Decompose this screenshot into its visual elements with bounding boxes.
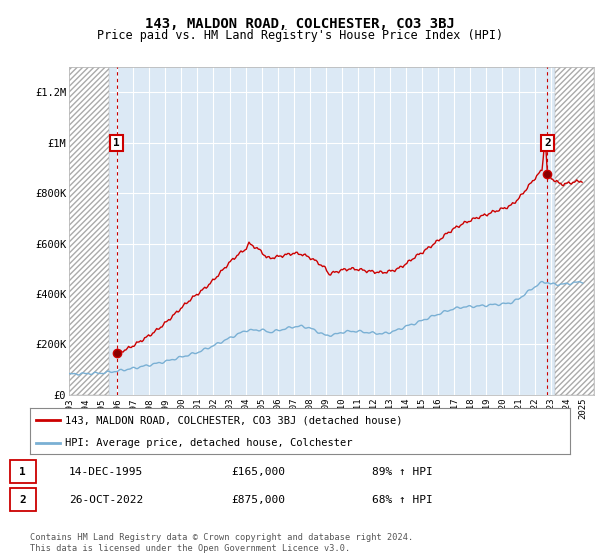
Text: 1: 1 [113, 138, 120, 148]
Text: 14-DEC-1995: 14-DEC-1995 [69, 466, 143, 477]
Text: 89% ↑ HPI: 89% ↑ HPI [372, 466, 433, 477]
Text: This data is licensed under the Open Government Licence v3.0.: This data is licensed under the Open Gov… [30, 544, 350, 553]
Text: 68% ↑ HPI: 68% ↑ HPI [372, 494, 433, 505]
Text: 2: 2 [19, 494, 26, 505]
Text: £165,000: £165,000 [231, 466, 285, 477]
Bar [556, 67, 594, 395]
Text: 143, MALDON ROAD, COLCHESTER, CO3 3BJ (detached house): 143, MALDON ROAD, COLCHESTER, CO3 3BJ (d… [65, 415, 403, 425]
Text: 26-OCT-2022: 26-OCT-2022 [69, 494, 143, 505]
Bar [69, 67, 109, 395]
Text: 2: 2 [544, 138, 551, 148]
Text: 143, MALDON ROAD, COLCHESTER, CO3 3BJ: 143, MALDON ROAD, COLCHESTER, CO3 3BJ [145, 17, 455, 31]
Text: HPI: Average price, detached house, Colchester: HPI: Average price, detached house, Colc… [65, 438, 353, 449]
Text: Price paid vs. HM Land Registry's House Price Index (HPI): Price paid vs. HM Land Registry's House … [97, 29, 503, 42]
Text: £875,000: £875,000 [231, 494, 285, 505]
Text: 1: 1 [19, 466, 26, 477]
Text: Contains HM Land Registry data © Crown copyright and database right 2024.: Contains HM Land Registry data © Crown c… [30, 533, 413, 542]
